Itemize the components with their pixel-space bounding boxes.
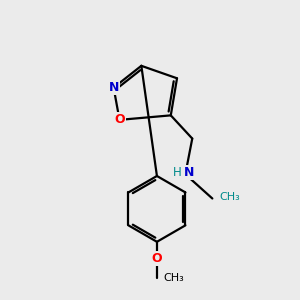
Text: O: O — [114, 113, 125, 126]
Text: H: H — [173, 166, 182, 179]
Text: N: N — [108, 81, 119, 94]
Text: N: N — [184, 166, 195, 179]
Text: O: O — [152, 252, 162, 265]
Text: CH₃: CH₃ — [219, 192, 240, 202]
Text: CH₃: CH₃ — [163, 273, 184, 283]
